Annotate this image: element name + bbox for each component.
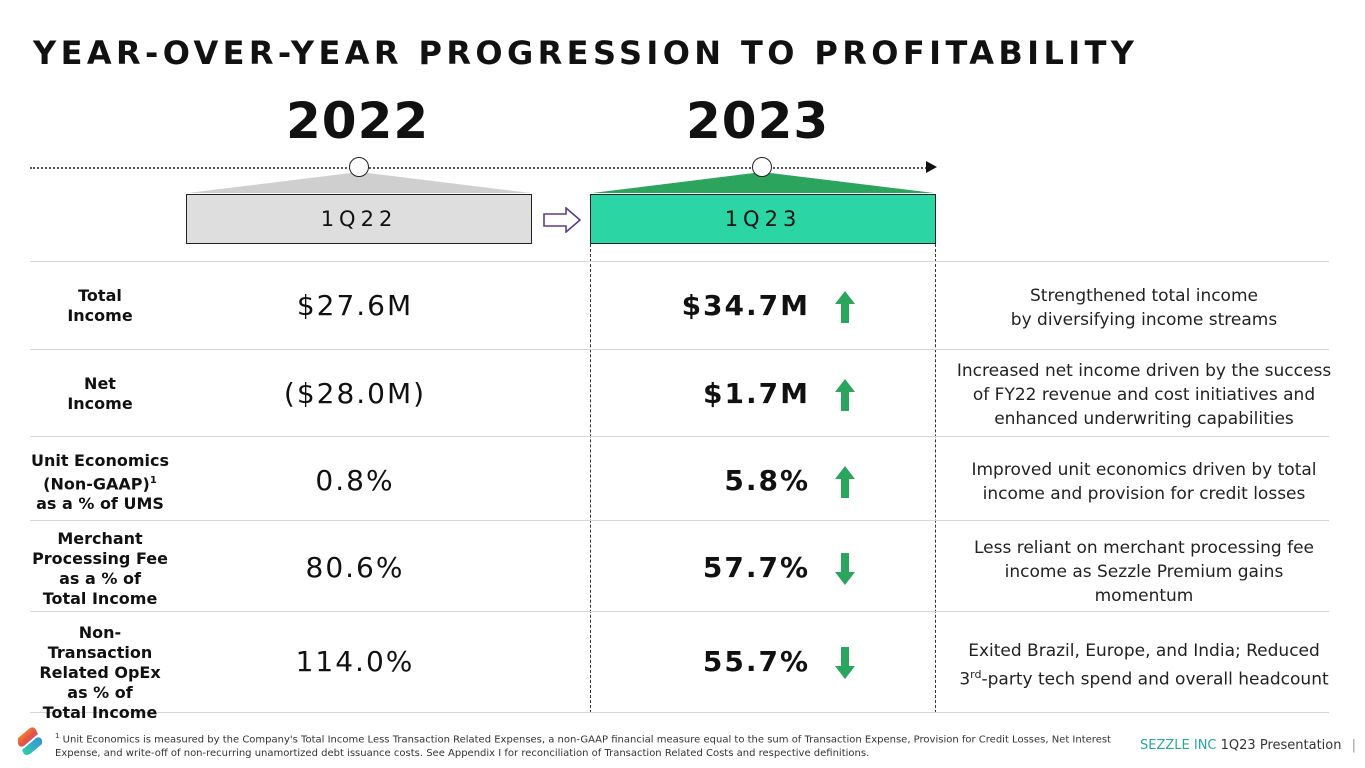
timeline-fans [188, 172, 934, 193]
timeline-line [30, 167, 930, 169]
row-label-net-income: Net Income [67, 374, 133, 413]
row-divider [30, 261, 1329, 262]
footer-brand: SEZZLE INC [1140, 738, 1217, 753]
value-2023-unit-economics: 5.8% [724, 464, 810, 497]
value-2022-unit-economics: 0.8% [315, 464, 395, 497]
value-2023-net-income: $1.7M [703, 377, 810, 410]
value-2023-merchant-fee: 57.7% [702, 551, 810, 584]
quarter-box-1q22: 1Q22 [186, 194, 532, 244]
fan-2022 [188, 172, 531, 193]
row-desc-net-income: Increased net income driven by the succe… [956, 361, 1332, 429]
year-2022-label: 2022 [286, 92, 430, 150]
value-2022-net-income: ($28.0M) [283, 377, 427, 410]
up-arrow-icon [835, 466, 855, 498]
value-2022-opex: 114.0% [295, 645, 415, 678]
footnote: 1 Unit Economics is measured by the Comp… [55, 732, 1111, 760]
down-arrow-icon [835, 553, 855, 585]
row-label-total-income: Total Income [67, 286, 133, 325]
row-divider [30, 712, 1329, 713]
page-title: YEAR-OVER-YEAR PROGRESSION TO PROFITABIL… [33, 34, 1139, 72]
row-label-merchant-fee: Merchant Processing Fee as a % of Total … [32, 529, 168, 608]
row-desc-total-income: Strengthened total income by diversifyin… [1010, 286, 1278, 330]
value-2022-total-income: $27.6M [296, 289, 414, 322]
timeline-node-2023 [752, 157, 772, 177]
right-arrow-icon [543, 207, 582, 233]
row-label-opex: Non-Transaction Related OpEx as % of Tot… [39, 623, 161, 722]
row-divider [30, 349, 1329, 350]
footer-separator: | [1351, 738, 1357, 753]
value-2022-merchant-fee: 80.6% [305, 551, 405, 584]
footer-doc: 1Q23 Presentation [1220, 738, 1342, 753]
row-desc-merchant-fee: Less reliant on merchant processing fee … [973, 538, 1315, 606]
row-divider [30, 436, 1329, 437]
sezzle-logo-icon [18, 727, 42, 755]
quarter-box-1q23: 1Q23 [590, 194, 936, 244]
value-2023-opex: 55.7% [702, 645, 810, 678]
up-arrow-icon [835, 379, 855, 411]
down-arrow-icon [835, 647, 855, 679]
year-2023-label: 2023 [686, 92, 830, 150]
row-desc-opex: Exited Brazil, Europe, and India; Reduce… [959, 641, 1329, 690]
up-arrow-icon [835, 291, 855, 323]
row-divider [30, 611, 1329, 612]
row-desc-unit-economics: Improved unit economics driven by total … [971, 460, 1317, 504]
timeline-arrow-icon [926, 161, 937, 173]
value-2023-total-income: $34.7M [681, 289, 810, 322]
row-divider [30, 520, 1329, 521]
page-footer: SEZZLE INC 1Q23 Presentation | 5 [1140, 738, 1365, 753]
timeline-node-2022 [349, 157, 369, 177]
fan-2023 [592, 172, 934, 193]
row-label-unit-economics: Unit Economics (Non-GAAP)1 as a % of UMS [30, 451, 170, 514]
